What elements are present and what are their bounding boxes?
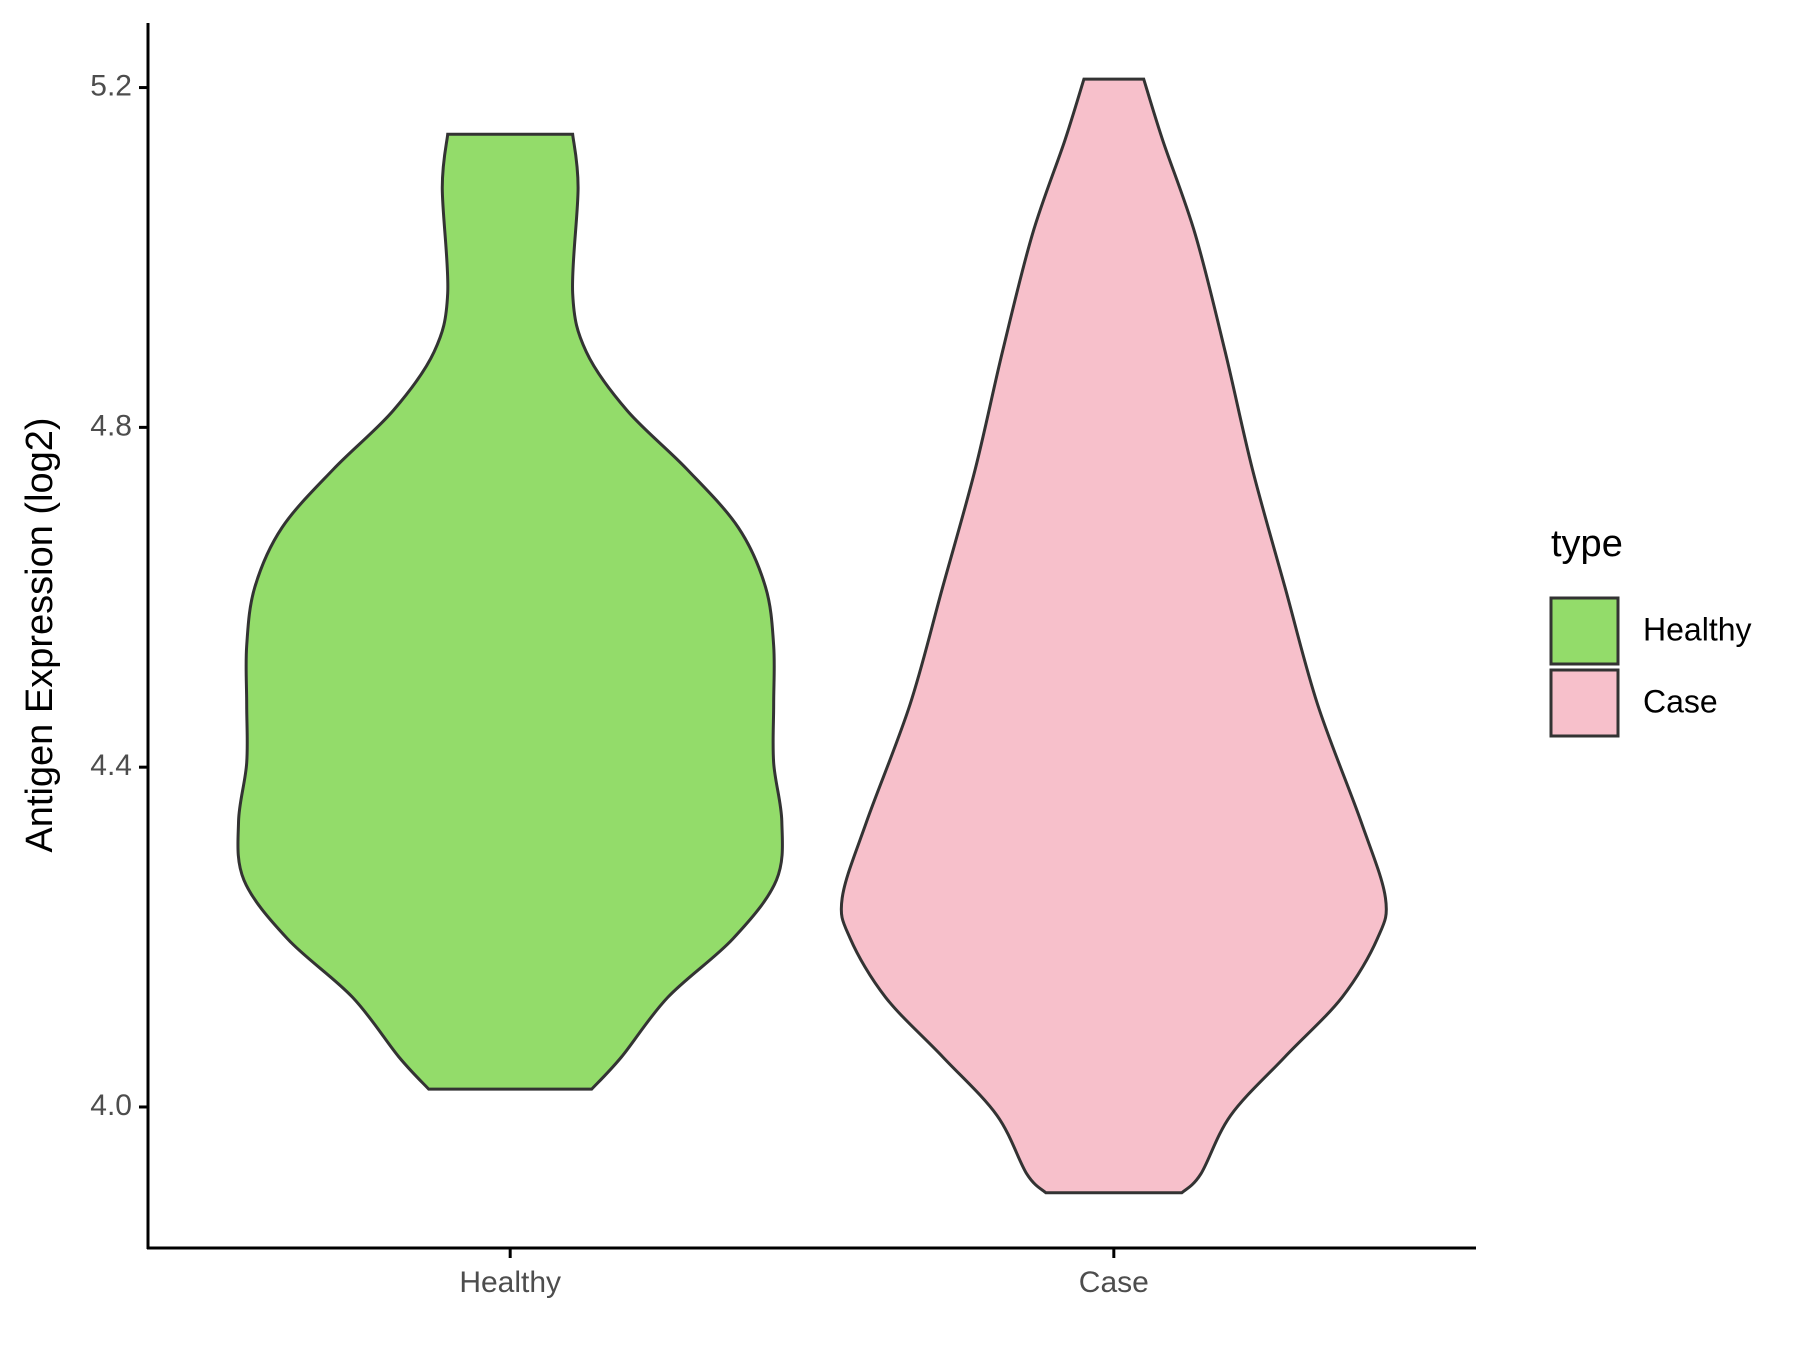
x-tick-label: Healthy — [459, 1266, 561, 1299]
violin — [236, 132, 784, 1091]
legend-title: type — [1551, 523, 1623, 565]
y-tick-label: 4.4 — [90, 749, 132, 782]
y-tick-label: 4.0 — [90, 1089, 132, 1122]
y-tick-label: 4.8 — [90, 409, 132, 442]
y-tick-label: 5.2 — [90, 69, 132, 102]
y-axis-title: Antigen Expression (log2) — [19, 417, 61, 852]
legend-key — [1549, 668, 1620, 738]
legend-label: Healthy — [1643, 611, 1752, 647]
violin — [839, 77, 1388, 1195]
legend-label: Case — [1643, 683, 1718, 719]
x-tick-label: Case — [1079, 1266, 1149, 1299]
legend-key — [1549, 596, 1620, 666]
